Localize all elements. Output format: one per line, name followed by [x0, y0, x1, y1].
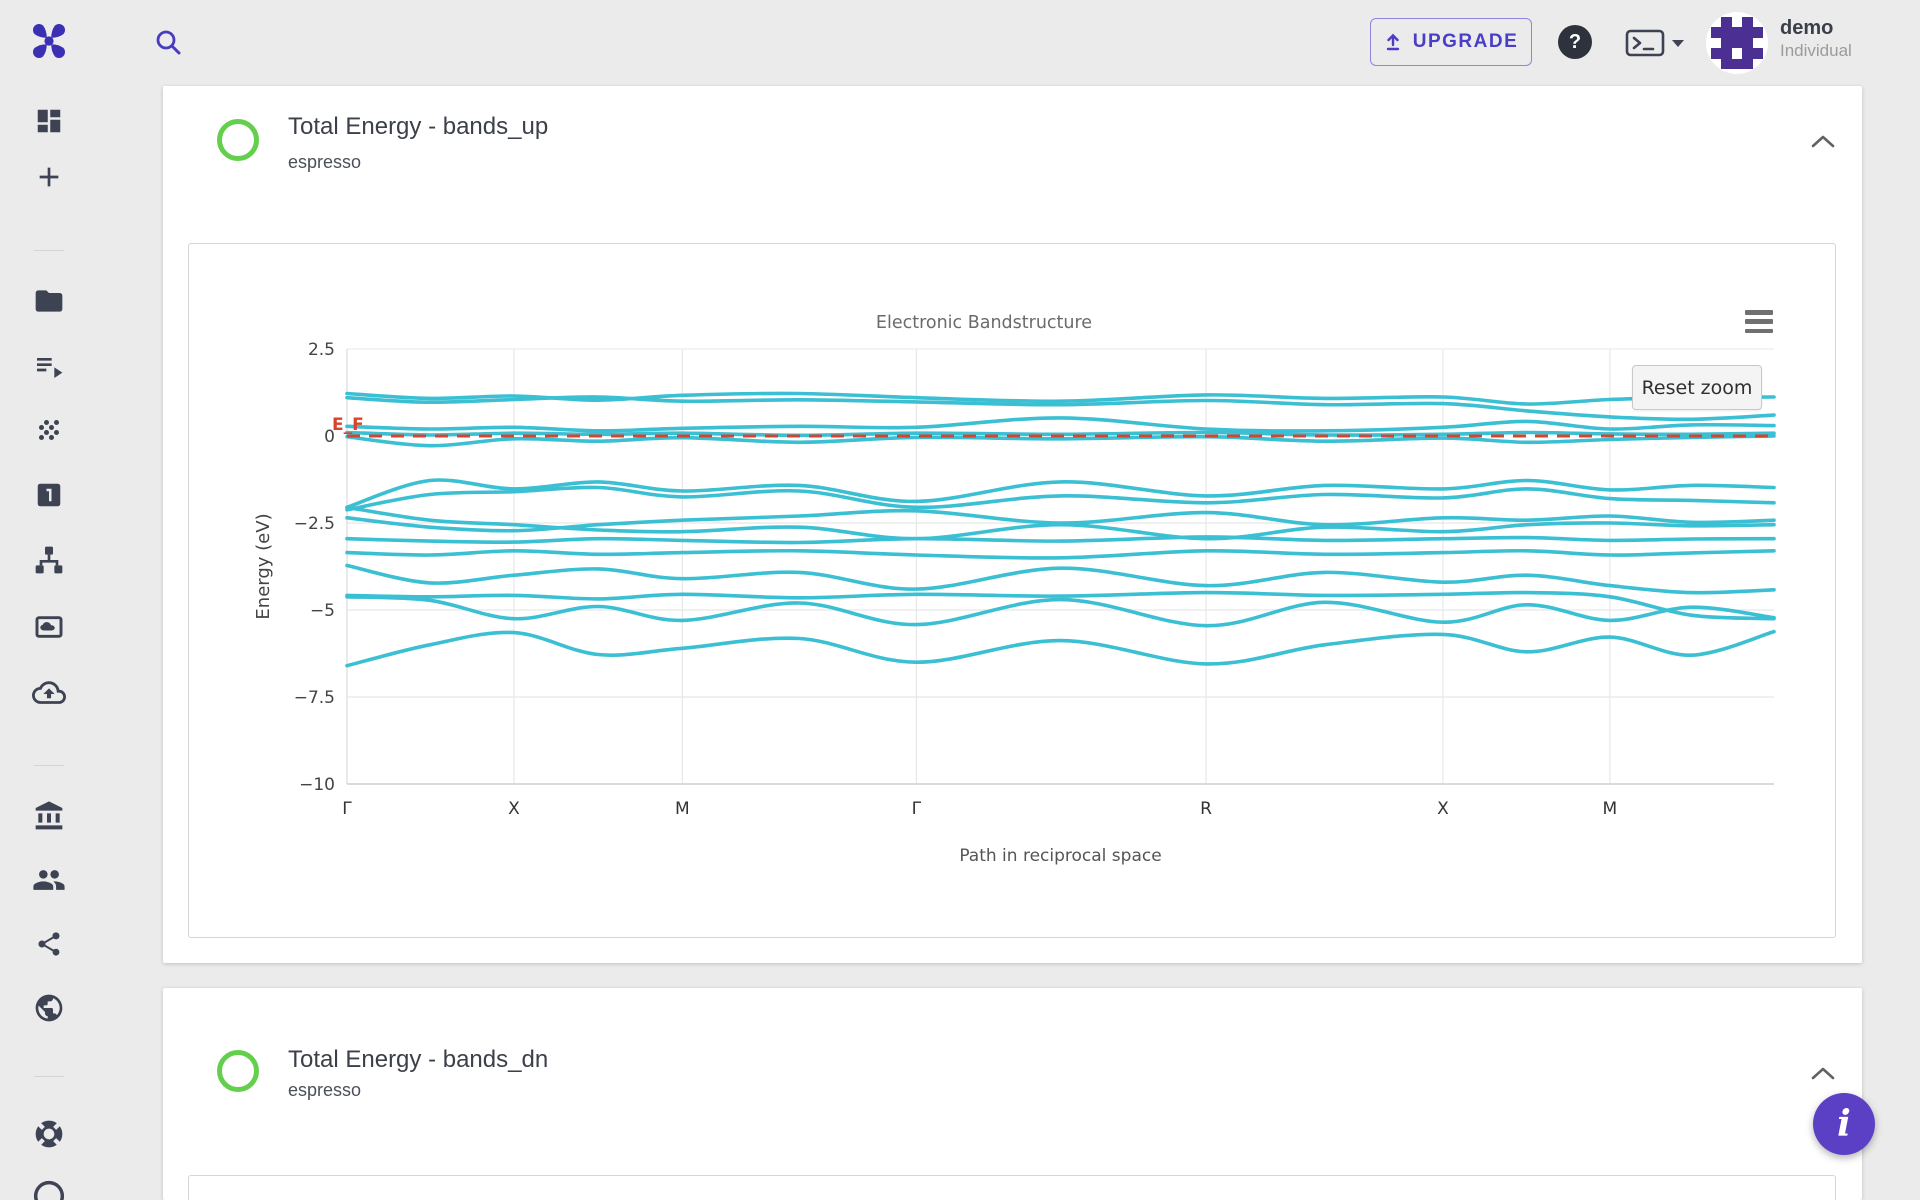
search-icon[interactable]: [153, 27, 183, 62]
image-icon: [35, 616, 63, 638]
sidebar-item-organization[interactable]: [32, 799, 66, 833]
svg-text:0: 0: [324, 427, 335, 447]
bandstructure-panel-dn: [188, 1175, 1836, 1200]
card-bands-up: Total Energy - bands_up espresso E_F 2.5 0…: [163, 86, 1862, 963]
sidebar-item-materials[interactable]: [32, 413, 66, 447]
card-bands-dn: Total Energy - bands_dn espresso: [163, 988, 1862, 1200]
terminal-icon: [1625, 28, 1665, 58]
status-ring-icon: [217, 1050, 259, 1092]
sidebar-item-support[interactable]: [32, 1117, 66, 1151]
sidebar-divider: [34, 765, 64, 766]
svg-text:−7.5: −7.5: [294, 688, 335, 708]
sidebar-divider: [34, 1076, 64, 1077]
people-icon: [33, 870, 65, 890]
sidebar-item-versions[interactable]: [32, 478, 66, 512]
workflow-tree-icon: [35, 546, 63, 574]
cloud-upload-icon: [32, 681, 66, 704]
svg-text:M: M: [675, 799, 690, 819]
sidebar-item-dashboard[interactable]: [32, 104, 66, 138]
svg-text:−10: −10: [299, 775, 335, 795]
svg-text:R: R: [1200, 799, 1212, 819]
folder-icon: [35, 290, 63, 312]
terminal-menu-button[interactable]: [1625, 28, 1684, 58]
card-title: Total Energy - bands_dn: [288, 1046, 549, 1073]
chevron-up-icon: [1811, 1067, 1835, 1080]
svg-text:−2.5: −2.5: [294, 514, 335, 534]
share-icon: [38, 932, 60, 956]
status-ring-icon: [217, 119, 259, 161]
playlist-play-icon: [37, 358, 63, 378]
card-subtitle: espresso: [288, 1080, 362, 1100]
sidebar-item-files[interactable]: [32, 284, 66, 318]
upload-icon: [1384, 32, 1402, 52]
help-button[interactable]: ?: [1558, 25, 1592, 59]
svg-text:2.5: 2.5: [308, 340, 335, 360]
avatar: [1706, 12, 1768, 74]
upgrade-label: UPGRADE: [1412, 31, 1519, 52]
bandstructure-panel: E_F 2.5 0 −2.5 −5 −7.5 −10 Γ X M Γ R X M Electronic Ba…: [188, 243, 1836, 938]
svg-text:X: X: [1437, 799, 1449, 819]
sidebar-item-upload[interactable]: [32, 677, 66, 711]
sidebar-item-queue[interactable]: [32, 349, 66, 383]
upgrade-button[interactable]: UPGRADE: [1370, 18, 1532, 66]
bandstructure-plot[interactable]: E_F 2.5 0 −2.5 −5 −7.5 −10 Γ X M Γ R X M Electronic Ba…: [189, 244, 1835, 937]
svg-text:Energy (eV): Energy (eV): [253, 513, 274, 619]
info-fab-button[interactable]: i: [1813, 1093, 1875, 1155]
sidebar-divider: [34, 250, 64, 251]
dashboard-icon: [37, 109, 61, 133]
support-ring-icon: [35, 1120, 63, 1148]
user-menu[interactable]: demo Individual: [1706, 12, 1852, 74]
svg-text:Electronic Bandstructure: Electronic Bandstructure: [876, 313, 1092, 333]
svg-text:X: X: [508, 799, 520, 819]
sidebar-item-public[interactable]: [32, 991, 66, 1025]
grain-icon: [39, 420, 59, 440]
svg-text:Γ: Γ: [912, 799, 922, 819]
sidebar-item-bottom[interactable]: [32, 1179, 66, 1200]
svg-text:Path in reciprocal space: Path in reciprocal space: [959, 846, 1161, 866]
plot-menu-icon[interactable]: [1745, 310, 1773, 333]
add-icon: [39, 167, 59, 187]
collapse-button[interactable]: [1807, 128, 1839, 154]
chevron-up-icon: [1811, 135, 1835, 148]
sidebar-item-team[interactable]: [32, 863, 66, 897]
brand-logo-icon[interactable]: [29, 22, 69, 65]
sidebar-item-gallery[interactable]: [32, 610, 66, 644]
sidebar-item-share[interactable]: [32, 927, 66, 961]
svg-text:M: M: [1603, 799, 1618, 819]
looks-one-icon: [37, 483, 61, 507]
circle-icon: [33, 1180, 65, 1200]
info-icon: i: [1837, 1103, 1851, 1145]
svg-text:Γ: Γ: [342, 799, 352, 819]
card-subtitle: espresso: [288, 152, 362, 172]
collapse-button[interactable]: [1807, 1060, 1839, 1086]
sidebar-item-add[interactable]: [32, 160, 66, 194]
bank-icon: [35, 801, 63, 830]
question-mark-icon: ?: [1568, 30, 1582, 53]
reset-zoom-button[interactable]: Reset zoom: [1632, 365, 1762, 410]
user-name: demo: [1780, 17, 1834, 39]
chevron-down-icon: [1672, 39, 1684, 47]
card-title: Total Energy - bands_up: [288, 113, 549, 140]
svg-text:−5: −5: [310, 601, 335, 621]
svg-text:E_F: E_F: [332, 415, 364, 435]
sidebar-item-workflows[interactable]: [32, 543, 66, 577]
user-plan: Individual: [1780, 41, 1852, 60]
globe-icon: [35, 994, 63, 1022]
